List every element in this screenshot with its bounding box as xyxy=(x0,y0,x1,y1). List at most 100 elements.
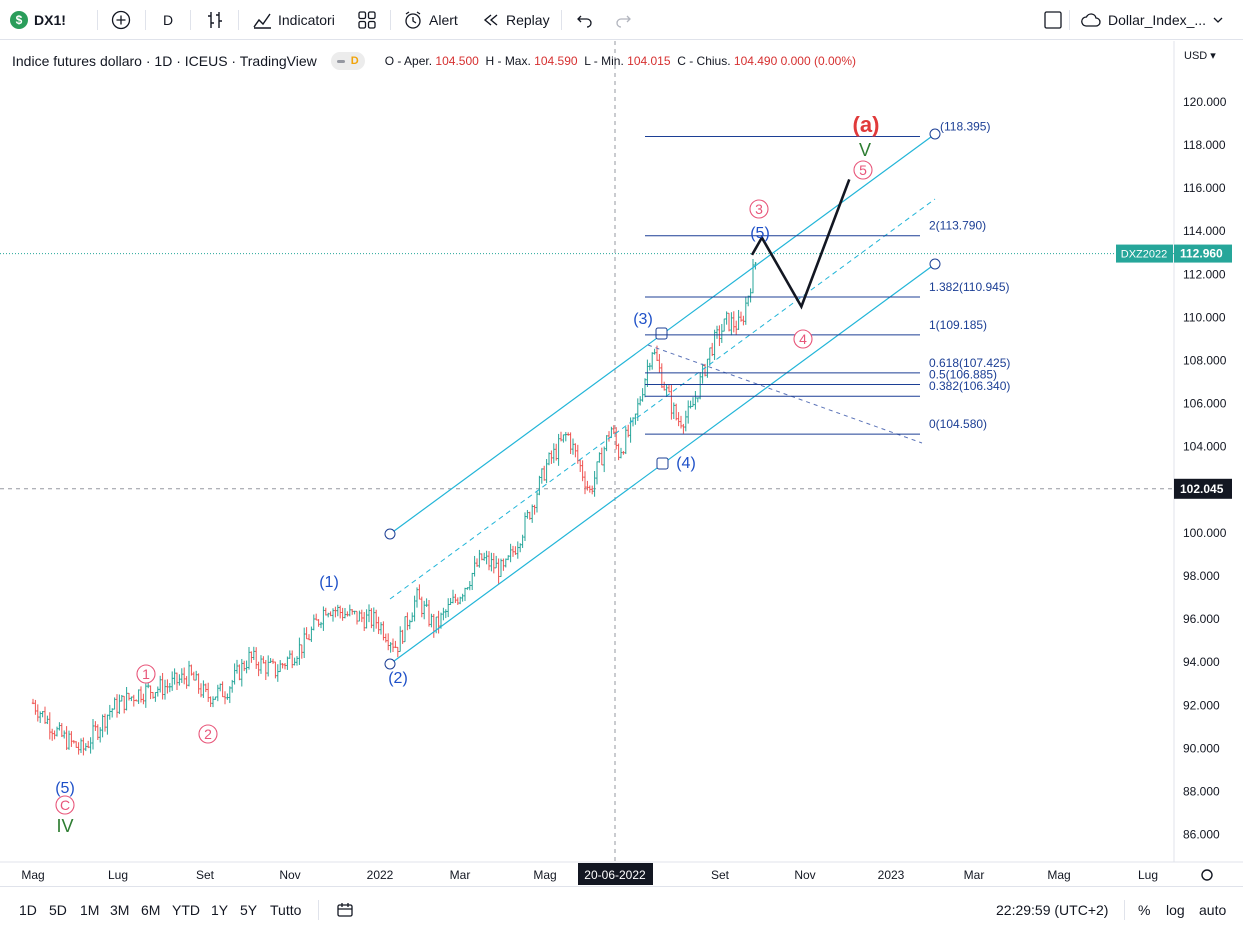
auto-label: auto xyxy=(1199,902,1227,918)
range-1y-label: 1Y xyxy=(211,902,229,918)
range-6m[interactable]: 6M xyxy=(141,887,160,933)
price-tick-label: 104.000 xyxy=(1183,440,1227,454)
chart-legend: Indice futures dollaro · 1D · ICEUS · Tr… xyxy=(12,51,856,71)
crosshair-price-box xyxy=(1174,478,1232,499)
time-tick-label: Lug xyxy=(1138,868,1158,882)
time-tick-label: Lug xyxy=(108,868,128,882)
range-all[interactable]: Tutto xyxy=(270,887,301,933)
range-5y[interactable]: 5Y xyxy=(240,887,257,933)
wave-label-1: 1 xyxy=(142,666,150,682)
clock[interactable]: 22:29:59 (UTC+2) xyxy=(996,887,1108,933)
time-tick-label: Set xyxy=(196,868,215,882)
layout-menu[interactable]: Dollar_Index_... xyxy=(1080,0,1224,40)
log-label: log xyxy=(1166,902,1185,918)
range-1d[interactable]: 1D xyxy=(19,887,37,933)
legend-badge[interactable]: D xyxy=(330,52,365,70)
trend-dashed-line xyxy=(647,344,923,444)
indicators-button[interactable]: Indicatori xyxy=(252,0,335,40)
fib-level-label: 0.382(106.340) xyxy=(929,379,1010,393)
chart-area[interactable]: 120.000 118.000 116.000 114.000 112.000 110.0… xyxy=(0,41,1243,886)
time-tick-label: Mag xyxy=(1047,868,1070,882)
chart-type-button[interactable] xyxy=(205,0,225,40)
price-tick-label: 108.000 xyxy=(1183,353,1227,367)
add-symbol-button[interactable] xyxy=(111,0,131,40)
wave-label-c-circle xyxy=(55,795,75,815)
price-tick-label: 96.000 xyxy=(1183,612,1220,626)
symbol-label: DX1! xyxy=(34,12,66,28)
replay-button[interactable]: Replay xyxy=(482,0,550,40)
top-toolbar: $ DX1! D Indicatori Alert Replay Dollar xyxy=(0,0,1243,40)
symbol-tag-box xyxy=(1116,244,1173,263)
range-3m-label: 3M xyxy=(110,902,130,918)
wave-label-iv: IV xyxy=(56,816,73,836)
undo-button[interactable] xyxy=(576,0,594,40)
wave-label-p2: (2) xyxy=(388,670,408,687)
crosshair-date-box xyxy=(578,863,653,885)
time-tick-label: Nov xyxy=(794,868,815,882)
time-tick-label: Nov xyxy=(279,868,300,882)
close-value: 104.490 xyxy=(733,54,778,68)
time-tick-label: Mar xyxy=(964,868,985,882)
log-toggle[interactable]: log xyxy=(1166,887,1185,933)
fib-level-label: (118.395) xyxy=(940,119,990,133)
crosshair-date-label: 20-06-2022 xyxy=(584,868,646,882)
range-5d[interactable]: 5D xyxy=(49,887,67,933)
channel-handle xyxy=(384,528,396,540)
channel-handle xyxy=(384,658,396,670)
price-tick-label: 110.000 xyxy=(1183,310,1226,324)
fib-level-label: 0.618(107.425) xyxy=(929,356,1010,370)
time-tick-label: 2023 xyxy=(878,868,905,882)
square-icon xyxy=(1044,11,1062,29)
range-1y[interactable]: 1Y xyxy=(211,887,228,933)
currency-selector[interactable]: USD ▾ xyxy=(1184,50,1216,62)
wave-label-2: 2 xyxy=(204,726,212,742)
range-1m-label: 1M xyxy=(80,902,100,918)
high-label: H - Max. xyxy=(485,54,531,68)
fib-level-label: 2(113.790) xyxy=(929,219,986,233)
time-tick-label: Mag xyxy=(21,868,44,882)
price-chart[interactable]: 120.000 118.000 116.000 114.000 112.000 110.0… xyxy=(0,41,1243,886)
range-3m[interactable]: 3M xyxy=(110,887,129,933)
range-ytd[interactable]: YTD xyxy=(172,887,200,933)
channel-handle xyxy=(929,258,941,270)
chevron-down-icon xyxy=(1213,17,1223,23)
gear-icon xyxy=(1201,869,1213,881)
percent-toggle[interactable]: % xyxy=(1138,887,1150,933)
time-tick-label: Mar xyxy=(450,868,471,882)
high-value: 104.590 xyxy=(534,54,578,68)
wave-label-3-circle xyxy=(749,199,769,219)
date-range-button[interactable] xyxy=(336,887,354,933)
price-tick-label: 86.000 xyxy=(1183,828,1220,842)
auto-toggle[interactable]: auto xyxy=(1199,887,1226,933)
last-price-label: 112.960 xyxy=(1180,247,1223,261)
wave-label-4-circle xyxy=(793,329,813,349)
price-tick-label: 98.000 xyxy=(1183,569,1220,583)
open-value: 104.500 xyxy=(435,54,479,68)
rewind-icon xyxy=(483,14,498,26)
fullscreen-button[interactable] xyxy=(1043,0,1063,40)
redo-button[interactable] xyxy=(614,0,632,40)
badge-label: D xyxy=(350,55,359,67)
range-1m[interactable]: 1M xyxy=(80,887,99,933)
range-1d-label: 1D xyxy=(19,902,37,918)
ohlc-values: O - Aper. 104.500 H - Max. 104.590 L - M… xyxy=(385,54,856,68)
channel-handle-square xyxy=(656,457,669,470)
wave-label-2-circle xyxy=(198,724,218,744)
time-tick-label: Set xyxy=(711,868,730,882)
close-label: C - Chius. xyxy=(677,54,731,68)
channel-median-line xyxy=(389,198,936,600)
layouts-button[interactable] xyxy=(357,0,377,40)
interval-button[interactable]: D xyxy=(163,0,173,40)
last-price-box xyxy=(1174,244,1232,263)
wave-label-5-circle xyxy=(853,160,873,180)
symbol-search[interactable]: $ DX1! xyxy=(10,0,66,40)
fib-level-label: 0(104.580) xyxy=(929,417,987,431)
alert-button[interactable]: Alert xyxy=(403,0,458,40)
replay-label: Replay xyxy=(506,12,550,28)
clock-label: 22:29:59 (UTC+2) xyxy=(996,902,1109,918)
redo-icon xyxy=(616,15,631,28)
range-5d-label: 5D xyxy=(49,902,67,918)
plot-background xyxy=(0,41,1174,862)
wave-label-1-circle xyxy=(136,664,156,684)
fib-level-label: 1(109.185) xyxy=(929,318,987,332)
